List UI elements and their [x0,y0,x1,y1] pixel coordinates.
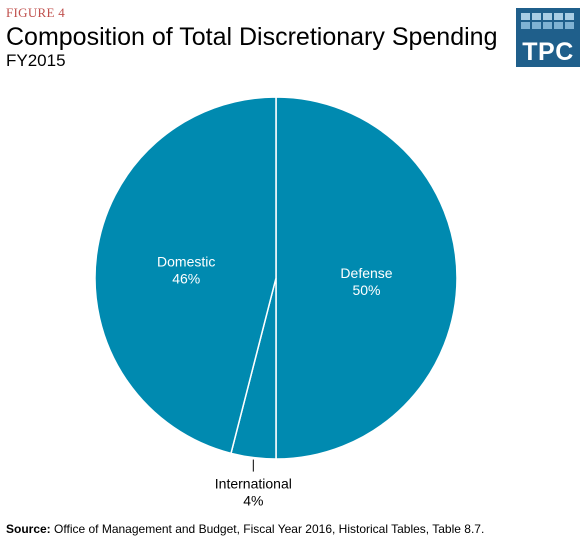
slice-label-international: International [215,476,292,492]
slice-label-domestic: Domestic [157,254,215,270]
pie-slice-defense [275,96,458,460]
pie-slices [94,96,458,460]
slice-label-defense: Defense [340,265,392,281]
tpc-logo: TPC [516,8,580,67]
logo-grid-icon [521,13,574,29]
source-text: Office of Management and Budget, Fiscal … [54,522,485,536]
source-label: Source: [6,522,51,536]
slice-value-international: 4% [243,493,263,509]
source-note: Source: Office of Management and Budget,… [6,522,484,536]
chart-title: Composition of Total Discretionary Spend… [6,23,498,51]
chart-subtitle: FY2015 [6,51,66,70]
pie-slice-domestic [94,96,277,455]
logo-text: TPC [522,38,574,66]
slice-value-defense: 50% [352,282,380,298]
figure-label: FIGURE 4 [6,5,66,20]
slice-value-domestic: 46% [172,271,200,287]
